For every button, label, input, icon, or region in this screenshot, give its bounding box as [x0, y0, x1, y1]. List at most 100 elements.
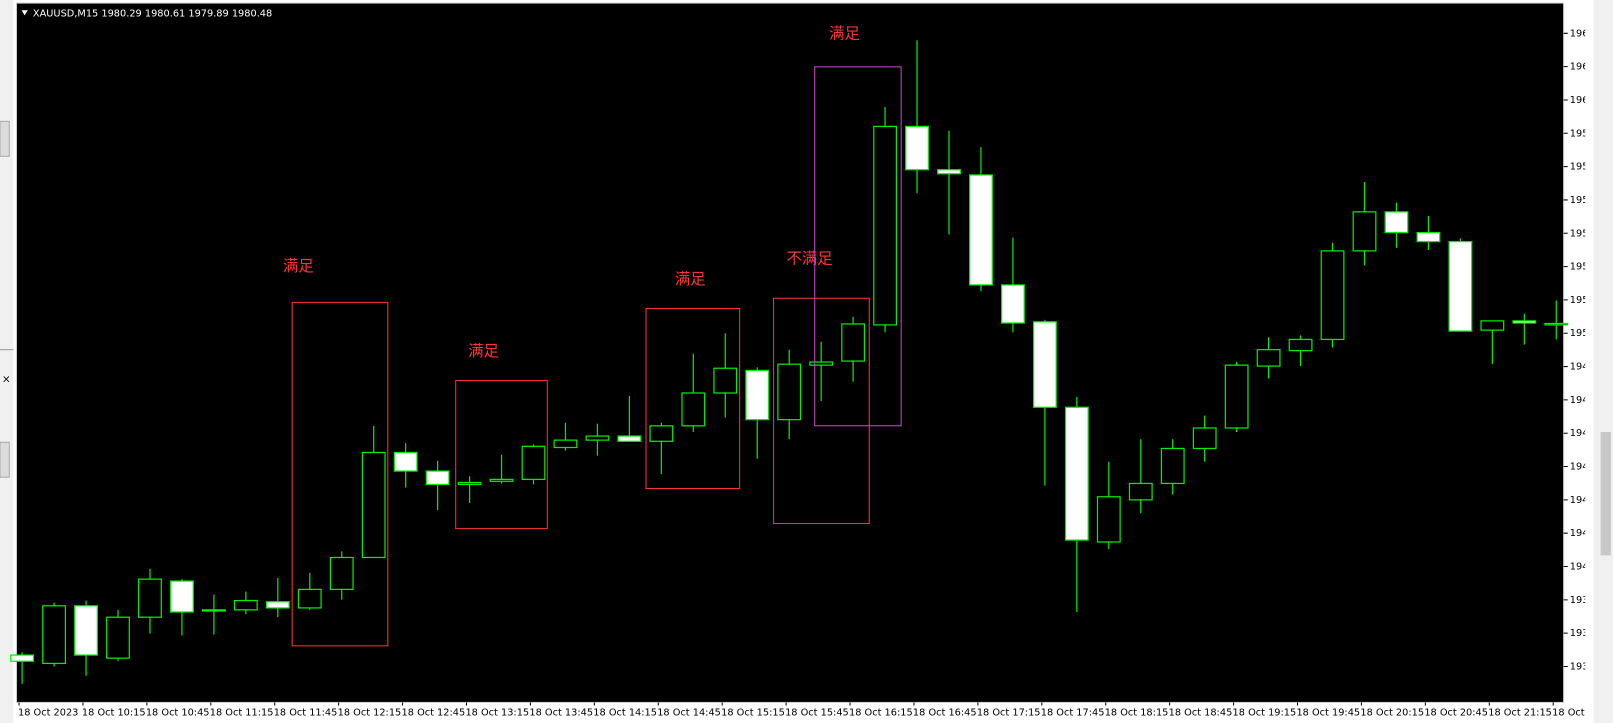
candle-body — [585, 435, 610, 441]
y-tick-label: 1960.3 — [1570, 95, 1604, 106]
candle-body — [1512, 320, 1537, 324]
candle-body — [329, 556, 354, 590]
candle-body — [649, 425, 674, 442]
y-tick-label: 1958.9 — [1570, 128, 1604, 139]
x-tick-label: 18 Oct 18:15 — [1105, 708, 1169, 719]
annotation-label: 不满足 — [786, 250, 832, 268]
candle-body — [1480, 320, 1505, 331]
candle-body — [233, 599, 258, 611]
candle-body — [42, 605, 67, 665]
x-tick-label: 18 Oct 15:15 — [721, 708, 785, 719]
candle-body — [1000, 284, 1025, 324]
candle-body — [1544, 322, 1569, 326]
x-tick-label: 18 Oct 13:15 — [465, 708, 529, 719]
annotation-label: 满足 — [283, 257, 314, 275]
candle-body — [873, 125, 898, 326]
x-tick-label: 18 Oct 21:45 — [1552, 708, 1613, 719]
y-tick-label: 1953.3 — [1570, 262, 1604, 273]
candle-body — [1320, 250, 1345, 341]
annotation-box — [455, 380, 548, 530]
candle-body — [969, 174, 993, 286]
x-tick-label: 18 Oct 12:45 — [402, 708, 466, 719]
candle-body — [553, 439, 578, 449]
x-tick-label: 18 Oct 17:45 — [1041, 708, 1105, 719]
y-tick-label: 1963.1 — [1570, 28, 1604, 39]
candle-body — [489, 478, 514, 482]
candle-body — [1448, 240, 1473, 332]
candle-body — [457, 481, 482, 486]
x-tick-label: 18 Oct 14:45 — [657, 708, 721, 719]
y-tick-label: 1957.5 — [1570, 162, 1604, 173]
candle-body — [745, 369, 770, 421]
plot-area — [15, 2, 1565, 703]
y-tick-label: 1961.7 — [1570, 62, 1604, 73]
y-tick-label: 1942.1 — [1570, 528, 1604, 539]
close-icon[interactable]: × — [2, 374, 11, 386]
candle-body — [138, 578, 162, 618]
x-tick-label: 18 Oct 19:45 — [1296, 708, 1360, 719]
x-tick-label: 18 Oct 11:15 — [210, 708, 274, 719]
candle-body — [393, 451, 418, 472]
x-tick-label: 18 Oct 17:15 — [977, 708, 1041, 719]
candle-body — [425, 470, 450, 486]
y-tick-label: 1944.9 — [1570, 462, 1604, 473]
y-tick-label: 1950.5 — [1570, 328, 1604, 339]
left-panel: × — [0, 0, 14, 723]
candle-body — [809, 361, 834, 366]
x-tick-label: 18 Oct 21:15 — [1488, 708, 1552, 719]
candle-body — [1416, 231, 1441, 243]
chart-header: XAUUSD,M15 1980.29 1980.61 1979.89 1980.… — [33, 8, 272, 19]
x-tick-label: 18 Oct 2023 — [18, 708, 78, 719]
candle-body — [1352, 211, 1377, 252]
candle-body — [1224, 364, 1249, 429]
y-tick-label: 1956.1 — [1570, 195, 1604, 206]
candle-body — [1032, 321, 1057, 408]
candle-body — [1096, 496, 1121, 543]
x-tick-label: 18 Oct 20:15 — [1360, 708, 1424, 719]
left-scroll-thumb[interactable] — [0, 441, 10, 478]
x-tick-label: 18 Oct 15:45 — [785, 708, 849, 719]
candle-body — [10, 654, 35, 662]
candle-body — [297, 588, 322, 609]
annotation-label: 满足 — [468, 342, 499, 360]
candle-body — [521, 445, 546, 481]
candle-body — [1192, 427, 1217, 450]
y-tick-label: 1937.9 — [1570, 628, 1604, 639]
candle-body — [169, 580, 194, 613]
candle-body — [1064, 406, 1089, 541]
candle-body — [617, 435, 642, 442]
candle-body — [74, 605, 98, 656]
candle-body — [777, 363, 802, 421]
y-tick-label: 1946.3 — [1570, 428, 1604, 439]
candle-body — [265, 601, 290, 609]
scrollbar-thumb[interactable] — [1600, 431, 1611, 556]
annotation-box — [773, 297, 870, 524]
y-tick-label: 1947.7 — [1570, 395, 1604, 406]
x-tick-label: 18 Oct 19:15 — [1233, 708, 1297, 719]
x-tick-label: 18 Oct 16:15 — [849, 708, 913, 719]
y-tick-label: 1936.5 — [1570, 661, 1604, 672]
candle-body — [1160, 447, 1185, 485]
x-tick-label: 18 Oct 14:15 — [593, 708, 657, 719]
candle-body — [106, 616, 130, 659]
candle-body — [1288, 338, 1313, 352]
x-tick-label: 18 Oct 10:15 — [82, 708, 146, 719]
candle-body — [841, 323, 866, 362]
annotation-box — [291, 301, 389, 647]
annotation-box — [645, 308, 741, 490]
y-tick-label: 1954.7 — [1570, 228, 1604, 239]
x-tick-label: 18 Oct 13:45 — [529, 708, 593, 719]
y-tick-label: 1939.3 — [1570, 595, 1604, 606]
candle-body — [937, 169, 961, 175]
y-tick-label: 1951.9 — [1570, 295, 1604, 306]
candle-body — [1384, 211, 1409, 234]
header-arrow[interactable] — [21, 10, 28, 16]
candle-body — [1256, 349, 1281, 367]
x-tick-label: 18 Oct 16:45 — [913, 708, 977, 719]
x-tick-label: 18 Oct 11:45 — [274, 708, 338, 719]
candle-body — [361, 451, 386, 559]
candle-body — [1128, 482, 1153, 501]
left-scroll-thumb[interactable] — [0, 120, 10, 157]
